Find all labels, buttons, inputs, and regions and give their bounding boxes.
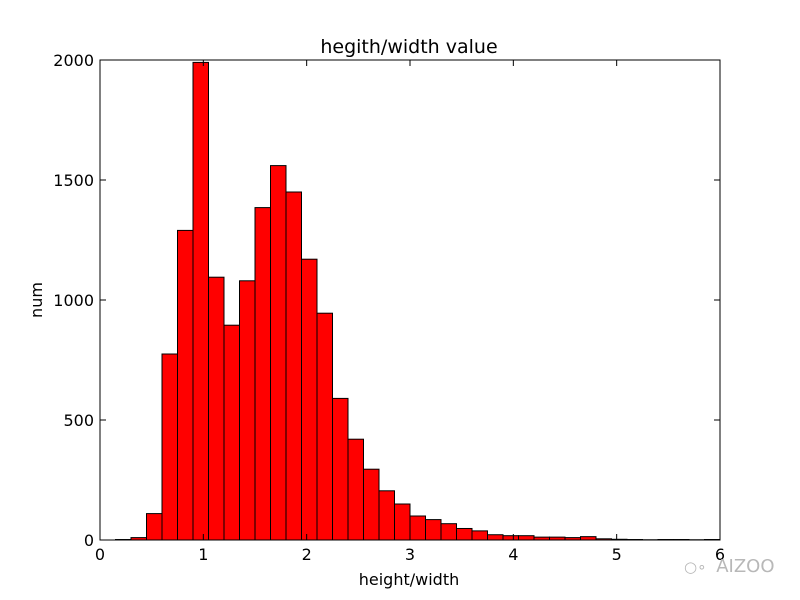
- chart-title: hegith/width value: [320, 36, 497, 58]
- histogram-bar: [409, 515, 426, 541]
- histogram-bar: [394, 503, 411, 541]
- y-tick-label: 500: [63, 411, 94, 430]
- histogram-bar: [378, 490, 395, 541]
- histogram-bar: [440, 523, 457, 541]
- y-tick-label: 1500: [53, 171, 94, 190]
- x-tick-label: 5: [612, 545, 622, 564]
- y-tick-label: 1000: [53, 291, 94, 310]
- histogram-bar: [177, 229, 194, 541]
- ticks-layer: 0 1 2 3 4 5 6 0 500 1000 1500 2000: [53, 51, 725, 564]
- histogram-bar: [518, 535, 535, 541]
- histogram-bar: [161, 353, 178, 541]
- y-tick-label: 2000: [53, 51, 94, 70]
- x-tick-label: 2: [302, 545, 312, 564]
- histogram-bar: [270, 165, 287, 541]
- histogram-bar: [301, 258, 318, 541]
- wechat-icon: ○∘: [684, 558, 707, 576]
- histogram-bar: [347, 438, 364, 541]
- histogram-bar: [580, 536, 597, 541]
- watermark: ○∘ AIZOO: [684, 556, 775, 577]
- histogram-bar: [363, 468, 380, 541]
- histogram-bar: [332, 397, 349, 541]
- histogram-bar: [254, 207, 271, 541]
- histogram-bar: [425, 519, 442, 541]
- bars-layer: [115, 61, 721, 541]
- histogram-bar: [223, 324, 240, 541]
- histogram-bar: [502, 535, 519, 541]
- histogram-bar: [316, 312, 333, 541]
- histogram-bar: [471, 530, 488, 541]
- x-tick-label: 6: [715, 545, 725, 564]
- x-tick-label: 0: [95, 545, 105, 564]
- histogram-bar: [192, 61, 209, 541]
- x-axis-label: height/width: [359, 570, 460, 589]
- histogram-bar: [146, 513, 163, 541]
- x-tick-label: 3: [405, 545, 415, 564]
- histogram-bar: [487, 534, 504, 541]
- histogram-bar: [239, 280, 256, 541]
- histogram-bar: [208, 276, 225, 541]
- x-tick-label: 1: [198, 545, 208, 564]
- histogram-bar: [285, 191, 302, 541]
- y-axis-label: num: [27, 282, 46, 318]
- histogram-bar: [456, 527, 473, 541]
- y-tick-label: 0: [84, 531, 94, 550]
- watermark-text: AIZOO: [716, 556, 775, 577]
- x-tick-label: 4: [508, 545, 518, 564]
